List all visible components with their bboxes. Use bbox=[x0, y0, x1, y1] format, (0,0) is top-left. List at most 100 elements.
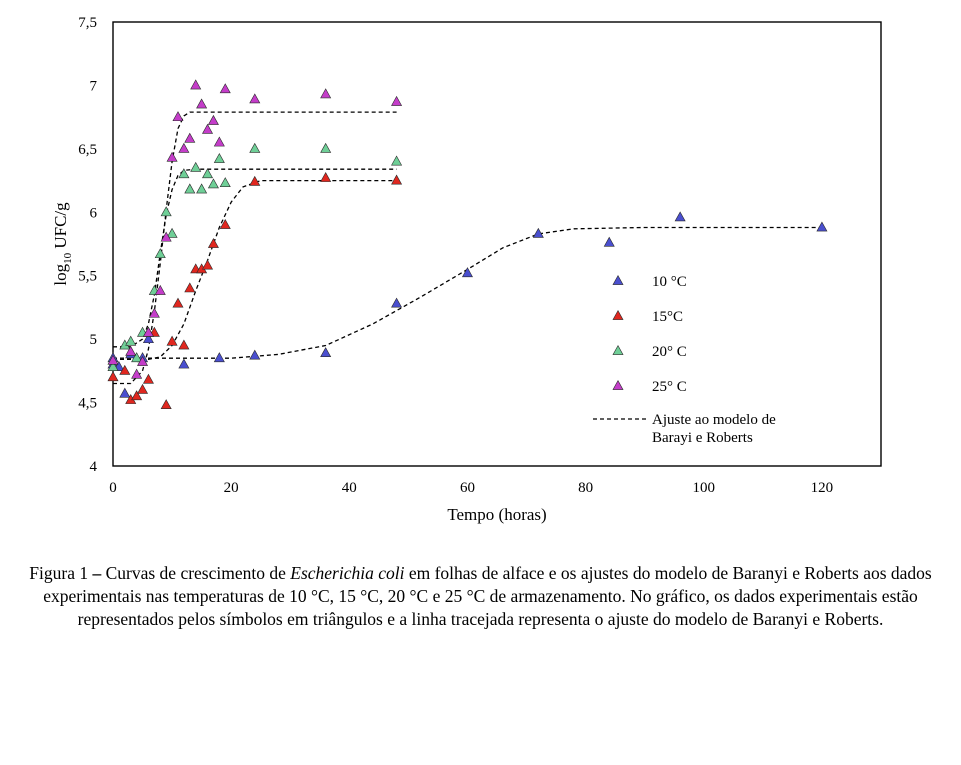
data-point-triangle bbox=[184, 183, 196, 194]
data-point-triangle bbox=[107, 361, 119, 371]
y-tick-label: 5 bbox=[90, 332, 98, 348]
x-tick-label: 120 bbox=[811, 480, 834, 496]
data-point-triangle bbox=[391, 155, 403, 166]
legend-fit-label: Ajuste ao modelo de bbox=[652, 412, 776, 428]
legend: 10 °C 15°C 20° C 25° C Ajuste ao modelo de Ba… bbox=[593, 274, 776, 446]
data-point-triangle bbox=[107, 371, 119, 382]
x-tick-label: 60 bbox=[460, 480, 475, 496]
fit-curve-line bbox=[113, 168, 397, 348]
fit-curve-line bbox=[113, 226, 822, 359]
data-point-triangle bbox=[166, 151, 178, 162]
data-point-triangle bbox=[178, 339, 190, 350]
data-point-triangle bbox=[166, 227, 178, 238]
caption-lead: Figura 1 bbox=[29, 563, 89, 583]
data-point-triangle bbox=[320, 88, 332, 99]
y-tick-label: 4,5 bbox=[78, 396, 97, 412]
data-point-triangle bbox=[196, 183, 208, 194]
data-point-triangle bbox=[142, 326, 154, 337]
data-point-triangle bbox=[461, 267, 473, 278]
data-point-triangle bbox=[148, 307, 160, 318]
data-point-triangle bbox=[219, 177, 231, 188]
data-point-triangle bbox=[320, 347, 332, 357]
y-tick-label: 7 bbox=[90, 78, 98, 94]
data-point-triangle bbox=[178, 168, 190, 179]
data-point-triangle bbox=[125, 345, 137, 356]
x-tick-label: 0 bbox=[109, 480, 117, 496]
data-point-triangle bbox=[391, 174, 403, 185]
legend-label: 15°C bbox=[652, 309, 683, 325]
legend-label: 10 °C bbox=[652, 274, 687, 290]
data-point-triangle bbox=[160, 231, 172, 242]
data-points bbox=[107, 79, 828, 410]
legend-marker bbox=[612, 309, 624, 320]
y-axis-title: log10 UFC/g bbox=[51, 202, 74, 286]
caption-dash: – bbox=[88, 563, 106, 583]
caption-text-after-species: em folhas de alface e os ajustes do mode… bbox=[43, 563, 932, 629]
data-point-triangle bbox=[137, 383, 149, 394]
legend-marker bbox=[612, 274, 624, 285]
y-axis-title-subscript: 10 bbox=[62, 252, 74, 264]
x-axis-title: Tempo (horas) bbox=[447, 505, 546, 524]
data-point-triangle bbox=[249, 93, 261, 104]
data-point-triangle bbox=[131, 390, 143, 401]
fit-curve-line bbox=[113, 111, 397, 385]
data-point-triangle bbox=[532, 227, 544, 238]
y-axis-ticks: 4 4,5 5 5,5 6 6,5 7 7,5 bbox=[78, 15, 97, 475]
data-point-triangle bbox=[131, 368, 143, 379]
x-tick-label: 20 bbox=[224, 480, 239, 496]
data-point-triangle bbox=[391, 297, 403, 308]
data-point-triangle bbox=[391, 95, 403, 106]
data-point-triangle bbox=[603, 236, 615, 247]
data-point-triangle bbox=[119, 387, 131, 398]
data-point-triangle bbox=[674, 211, 686, 222]
figure-caption: Figura 1 – Curvas de crescimento de Esch… bbox=[20, 562, 941, 631]
data-point-triangle bbox=[196, 98, 208, 109]
data-point-triangle bbox=[160, 206, 172, 217]
caption-text-before-species: Curvas de crescimento de bbox=[105, 563, 291, 583]
y-tick-label: 5,5 bbox=[78, 269, 97, 285]
data-point-triangle bbox=[166, 335, 178, 346]
y-axis-title-main: log bbox=[51, 263, 70, 285]
x-tick-label: 40 bbox=[342, 480, 357, 496]
data-point-triangle bbox=[207, 178, 219, 189]
y-tick-label: 6,5 bbox=[78, 142, 97, 158]
data-point-triangle bbox=[213, 352, 225, 363]
data-point-triangle bbox=[320, 172, 332, 182]
data-point-triangle bbox=[172, 297, 184, 308]
data-point-triangle bbox=[154, 284, 166, 295]
data-point-triangle bbox=[178, 358, 190, 369]
y-axis-title-unit: UFC/g bbox=[51, 202, 70, 253]
data-point-triangle bbox=[160, 399, 172, 410]
data-point-triangle bbox=[213, 136, 225, 147]
data-point-triangle bbox=[142, 333, 154, 344]
y-tick-label: 4 bbox=[90, 459, 98, 475]
data-point-triangle bbox=[213, 152, 225, 163]
growth-curve-chart: 0 20 40 60 80 100 120 4 4,5 5 5,5 6 6,5 7 7,5 Tempo (… bbox=[51, 15, 882, 524]
data-point-triangle bbox=[207, 237, 219, 248]
legend-marker bbox=[612, 344, 624, 355]
x-tick-label: 100 bbox=[693, 480, 716, 496]
data-point-triangle bbox=[190, 161, 202, 172]
data-point-triangle bbox=[184, 132, 196, 143]
data-point-triangle bbox=[249, 175, 261, 186]
data-point-triangle bbox=[131, 352, 143, 363]
plot-frame bbox=[112, 21, 882, 467]
data-point-triangle bbox=[202, 168, 214, 179]
x-tick-label: 80 bbox=[578, 480, 593, 496]
data-point-triangle bbox=[172, 111, 184, 122]
data-point-triangle bbox=[190, 79, 202, 90]
data-point-triangle bbox=[320, 142, 332, 153]
legend-marker bbox=[612, 379, 624, 390]
legend-fit-label: Barayi e Roberts bbox=[652, 430, 753, 446]
fit-curve-line bbox=[113, 179, 397, 361]
data-point-triangle bbox=[119, 364, 131, 375]
data-point-triangle bbox=[125, 335, 137, 346]
data-point-triangle bbox=[249, 349, 261, 360]
data-point-triangle bbox=[142, 373, 154, 384]
legend-label: 25° C bbox=[652, 379, 687, 395]
data-point-triangle bbox=[202, 259, 214, 270]
data-point-triangle bbox=[178, 142, 190, 153]
caption-species: Escherichia coli bbox=[290, 563, 405, 583]
legend-label: 20° C bbox=[652, 344, 687, 360]
data-point-triangle bbox=[219, 83, 231, 94]
